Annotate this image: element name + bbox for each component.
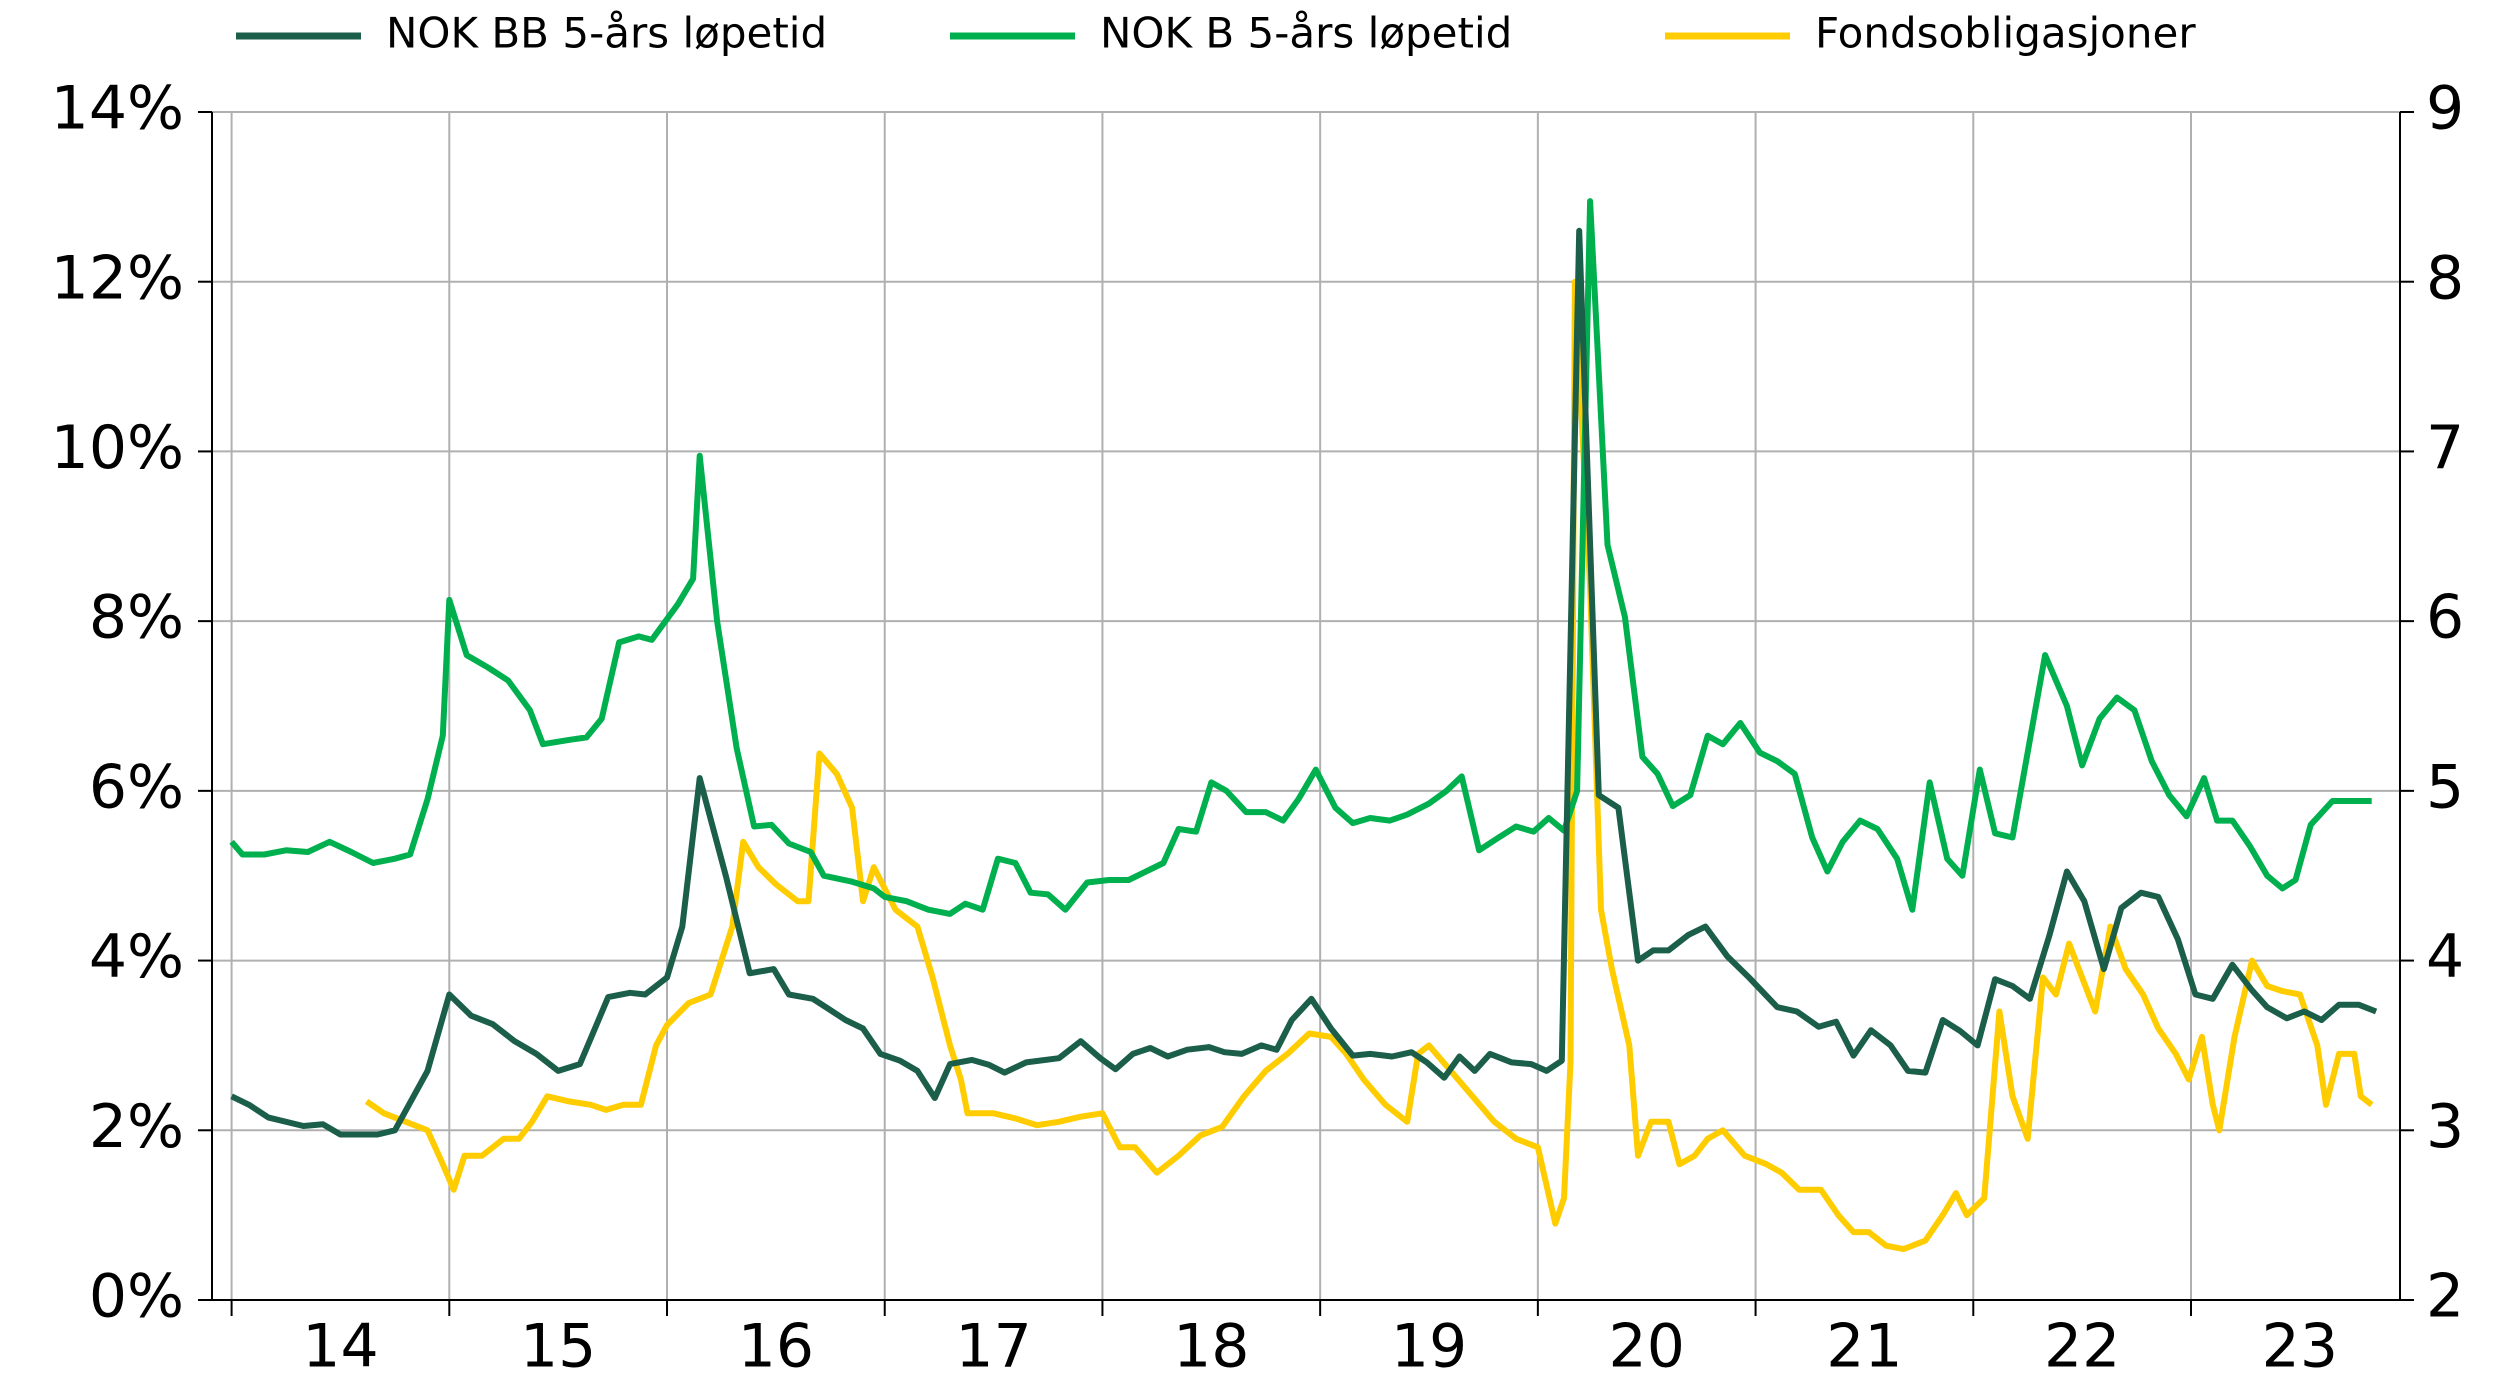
y2-tick-label: 7 (2426, 413, 2464, 483)
legend-label: NOK B 5-års løpetid (1100, 9, 1512, 58)
y-tick-label: 0% (89, 1262, 184, 1332)
y-tick-label: 2% (89, 1092, 184, 1162)
y-tick-label: 14% (51, 74, 184, 144)
y2-tick-label: 4 (2426, 922, 2464, 992)
x-tick-label: 20 (1609, 1312, 1685, 1382)
x-tick-label: 14 (302, 1312, 378, 1382)
x-tick-label: 15 (520, 1312, 596, 1382)
y-tick-label: 12% (51, 243, 184, 313)
legend-label: Fondsobligasjoner (1815, 9, 2196, 58)
legend-label: NOK BB 5-års løpetid (386, 9, 827, 58)
y-tick-label: 10% (51, 413, 184, 483)
x-tick-label: 16 (738, 1312, 814, 1382)
y2-tick-label: 6 (2426, 583, 2464, 653)
series-line (229, 198, 2372, 917)
y2-tick-label: 5 (2426, 752, 2464, 822)
x-tick-label: 22 (2044, 1312, 2120, 1382)
y2-tick-label: 9 (2426, 74, 2464, 144)
y2-tick-label: 8 (2426, 243, 2464, 313)
x-tick-label: 18 (1173, 1312, 1249, 1382)
series-line (364, 278, 2374, 1253)
y-tick-label: 4% (89, 922, 184, 992)
y-tick-label: 8% (89, 583, 184, 653)
y-tick-label: 6% (89, 752, 184, 822)
y2-tick-label: 3 (2426, 1092, 2464, 1162)
x-tick-label: 21 (1826, 1312, 1902, 1382)
x-tick-label: 17 (955, 1312, 1031, 1382)
x-tick-label: 23 (2262, 1312, 2338, 1382)
series-line (230, 227, 2378, 1138)
y2-tick-label: 2 (2426, 1262, 2464, 1332)
x-tick-label: 19 (1391, 1312, 1467, 1382)
